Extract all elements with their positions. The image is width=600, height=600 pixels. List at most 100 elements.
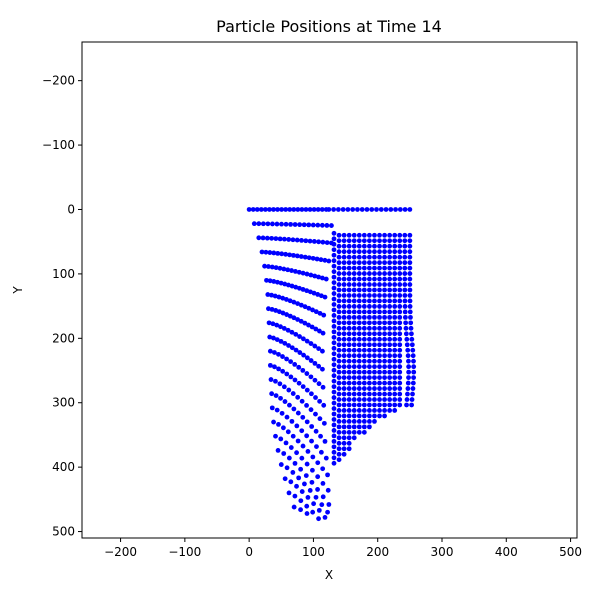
particle-point — [377, 309, 382, 315]
particle-point — [355, 207, 360, 212]
particle-point — [378, 207, 384, 212]
particle-point — [341, 298, 347, 304]
particle-point — [346, 298, 352, 304]
particle-point — [411, 364, 417, 370]
particle-point — [361, 331, 367, 337]
particle-point — [331, 340, 337, 346]
particle-point — [276, 294, 282, 300]
particle-point — [351, 320, 357, 326]
particle-point — [351, 413, 357, 419]
particle-point — [310, 467, 315, 473]
particle-point — [269, 405, 275, 411]
particle-point — [331, 455, 337, 461]
particle-point — [287, 252, 292, 258]
particle-point — [392, 331, 398, 337]
particle-point — [356, 287, 362, 293]
particle-point — [288, 445, 294, 450]
particle-point — [336, 282, 342, 287]
particle-point — [331, 291, 337, 296]
particle-point — [397, 287, 403, 293]
particle-point — [372, 358, 377, 364]
particle-point — [284, 297, 289, 302]
particle-point — [341, 402, 347, 408]
particle-point — [361, 304, 367, 309]
particle-point — [269, 391, 275, 397]
particle-point — [272, 350, 277, 355]
particle-point — [372, 336, 377, 342]
particle-point — [392, 369, 398, 375]
particle-point — [269, 307, 275, 312]
particle-point — [388, 207, 394, 212]
particle-point — [340, 207, 346, 212]
particle-point — [356, 364, 362, 370]
particle-point — [392, 336, 398, 342]
particle-point — [409, 336, 415, 342]
particle-point — [331, 351, 337, 357]
particle-point — [336, 260, 342, 266]
particle-point — [361, 325, 367, 331]
particle-point — [387, 304, 393, 309]
particle-point — [361, 386, 367, 391]
particle-point — [392, 232, 398, 238]
particle-point — [377, 304, 382, 309]
particle-point — [382, 364, 387, 370]
particle-point — [263, 249, 269, 255]
particle-point — [356, 391, 362, 397]
particle-point — [341, 435, 347, 441]
particle-point — [392, 402, 398, 408]
particle-point — [325, 487, 331, 493]
particle-point — [361, 402, 367, 408]
particle-point — [303, 473, 309, 478]
particle-point — [306, 305, 312, 311]
particle-point — [392, 364, 398, 370]
particle-point — [246, 207, 252, 212]
particle-point — [367, 391, 372, 397]
particle-point — [361, 342, 367, 348]
particle-point — [367, 243, 372, 249]
particle-point — [411, 358, 416, 364]
particle-point — [331, 345, 337, 351]
particle-point — [409, 397, 415, 402]
particle-point — [351, 375, 357, 381]
particle-point — [392, 287, 398, 293]
particle-point — [278, 324, 283, 330]
particle-point — [341, 282, 347, 287]
particle-point — [377, 402, 382, 408]
particle-point — [377, 243, 382, 249]
particle-point — [356, 342, 362, 348]
particle-point — [372, 413, 377, 419]
particle-point — [372, 293, 377, 298]
particle-point — [267, 250, 273, 255]
particle-point — [382, 325, 387, 331]
particle-point — [336, 353, 342, 359]
particle-point — [397, 402, 403, 408]
particle-point — [382, 358, 387, 364]
particle-point — [402, 309, 408, 315]
particle-point — [331, 411, 337, 417]
particle-point — [300, 414, 306, 420]
particle-point — [346, 282, 352, 287]
particle-point — [331, 241, 337, 247]
particle-point — [377, 232, 382, 238]
particle-point — [346, 369, 352, 375]
particle-point — [377, 260, 382, 266]
particle-point — [410, 386, 416, 391]
y-tick-label: 500 — [52, 525, 75, 539]
particle-point — [323, 455, 329, 461]
particle-point — [305, 449, 311, 454]
particle-point — [387, 325, 393, 331]
particle-point — [387, 260, 393, 266]
particle-point — [351, 232, 357, 238]
particle-point — [346, 364, 352, 370]
particle-point — [372, 386, 377, 391]
particle-point — [367, 325, 372, 331]
particle-point — [276, 366, 281, 372]
particle-point — [317, 328, 322, 334]
particle-point — [377, 358, 382, 364]
particle-point — [318, 433, 323, 439]
particle-point — [331, 384, 337, 390]
particle-point — [382, 331, 387, 337]
particle-point — [341, 358, 347, 364]
particle-point — [397, 207, 403, 212]
particle-point — [309, 324, 315, 330]
